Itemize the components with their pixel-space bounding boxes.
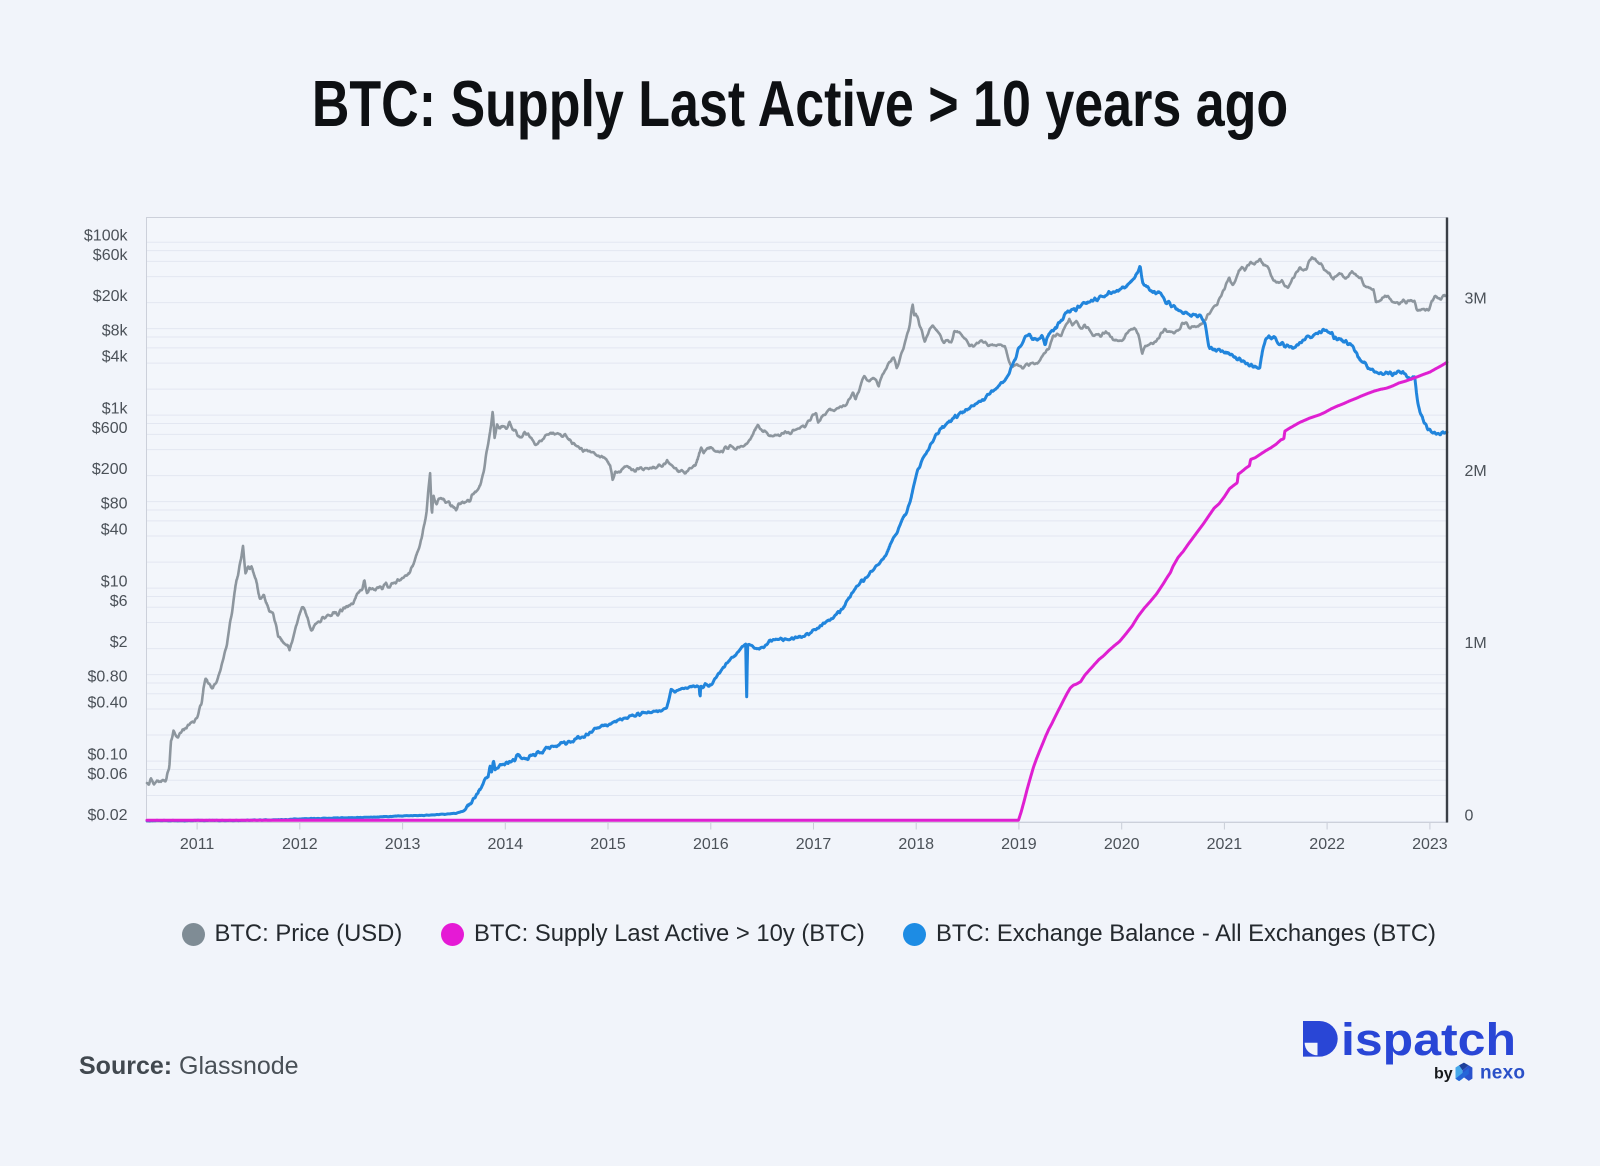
svg-text:$80: $80 (101, 496, 128, 513)
svg-text:2M: 2M (1465, 463, 1487, 480)
svg-text:ispatch: ispatch (1341, 1014, 1516, 1065)
svg-text:2013: 2013 (385, 836, 421, 853)
svg-text:2022: 2022 (1309, 836, 1345, 853)
svg-text:$4k: $4k (102, 349, 129, 366)
svg-text:$1k: $1k (102, 401, 129, 418)
svg-text:$0.02: $0.02 (87, 807, 127, 824)
svg-text:2017: 2017 (796, 836, 832, 853)
svg-text:$6: $6 (110, 593, 128, 610)
svg-text:3M: 3M (1465, 291, 1487, 308)
svg-text:2016: 2016 (693, 836, 729, 853)
svg-text:$8k: $8k (102, 323, 129, 340)
svg-text:$0.40: $0.40 (87, 695, 127, 712)
svg-text:$0.80: $0.80 (87, 669, 127, 686)
svg-text:2015: 2015 (590, 836, 626, 853)
svg-text:2014: 2014 (488, 836, 524, 853)
svg-text:$10: $10 (101, 574, 128, 591)
svg-text:2021: 2021 (1207, 836, 1243, 853)
svg-text:$2: $2 (110, 634, 128, 651)
svg-text:nexo: nexo (1480, 1063, 1525, 1084)
svg-text:2019: 2019 (1001, 836, 1037, 853)
svg-text:2012: 2012 (282, 836, 318, 853)
svg-text:$200: $200 (92, 461, 128, 478)
svg-text:2023: 2023 (1412, 836, 1448, 853)
svg-text:$100k: $100k (84, 228, 129, 245)
svg-text:$60k: $60k (93, 247, 129, 264)
svg-text:$0.06: $0.06 (87, 766, 127, 783)
svg-text:2020: 2020 (1104, 836, 1140, 853)
svg-text:$0.10: $0.10 (87, 747, 127, 764)
svg-text:1M: 1M (1465, 635, 1487, 652)
svg-text:2018: 2018 (898, 836, 934, 853)
svg-text:$600: $600 (92, 420, 128, 437)
svg-text:$40: $40 (101, 522, 128, 539)
svg-text:by: by (1434, 1066, 1453, 1083)
svg-text:$20k: $20k (93, 288, 129, 305)
svg-text:0: 0 (1465, 808, 1474, 825)
svg-text:2011: 2011 (180, 836, 215, 853)
